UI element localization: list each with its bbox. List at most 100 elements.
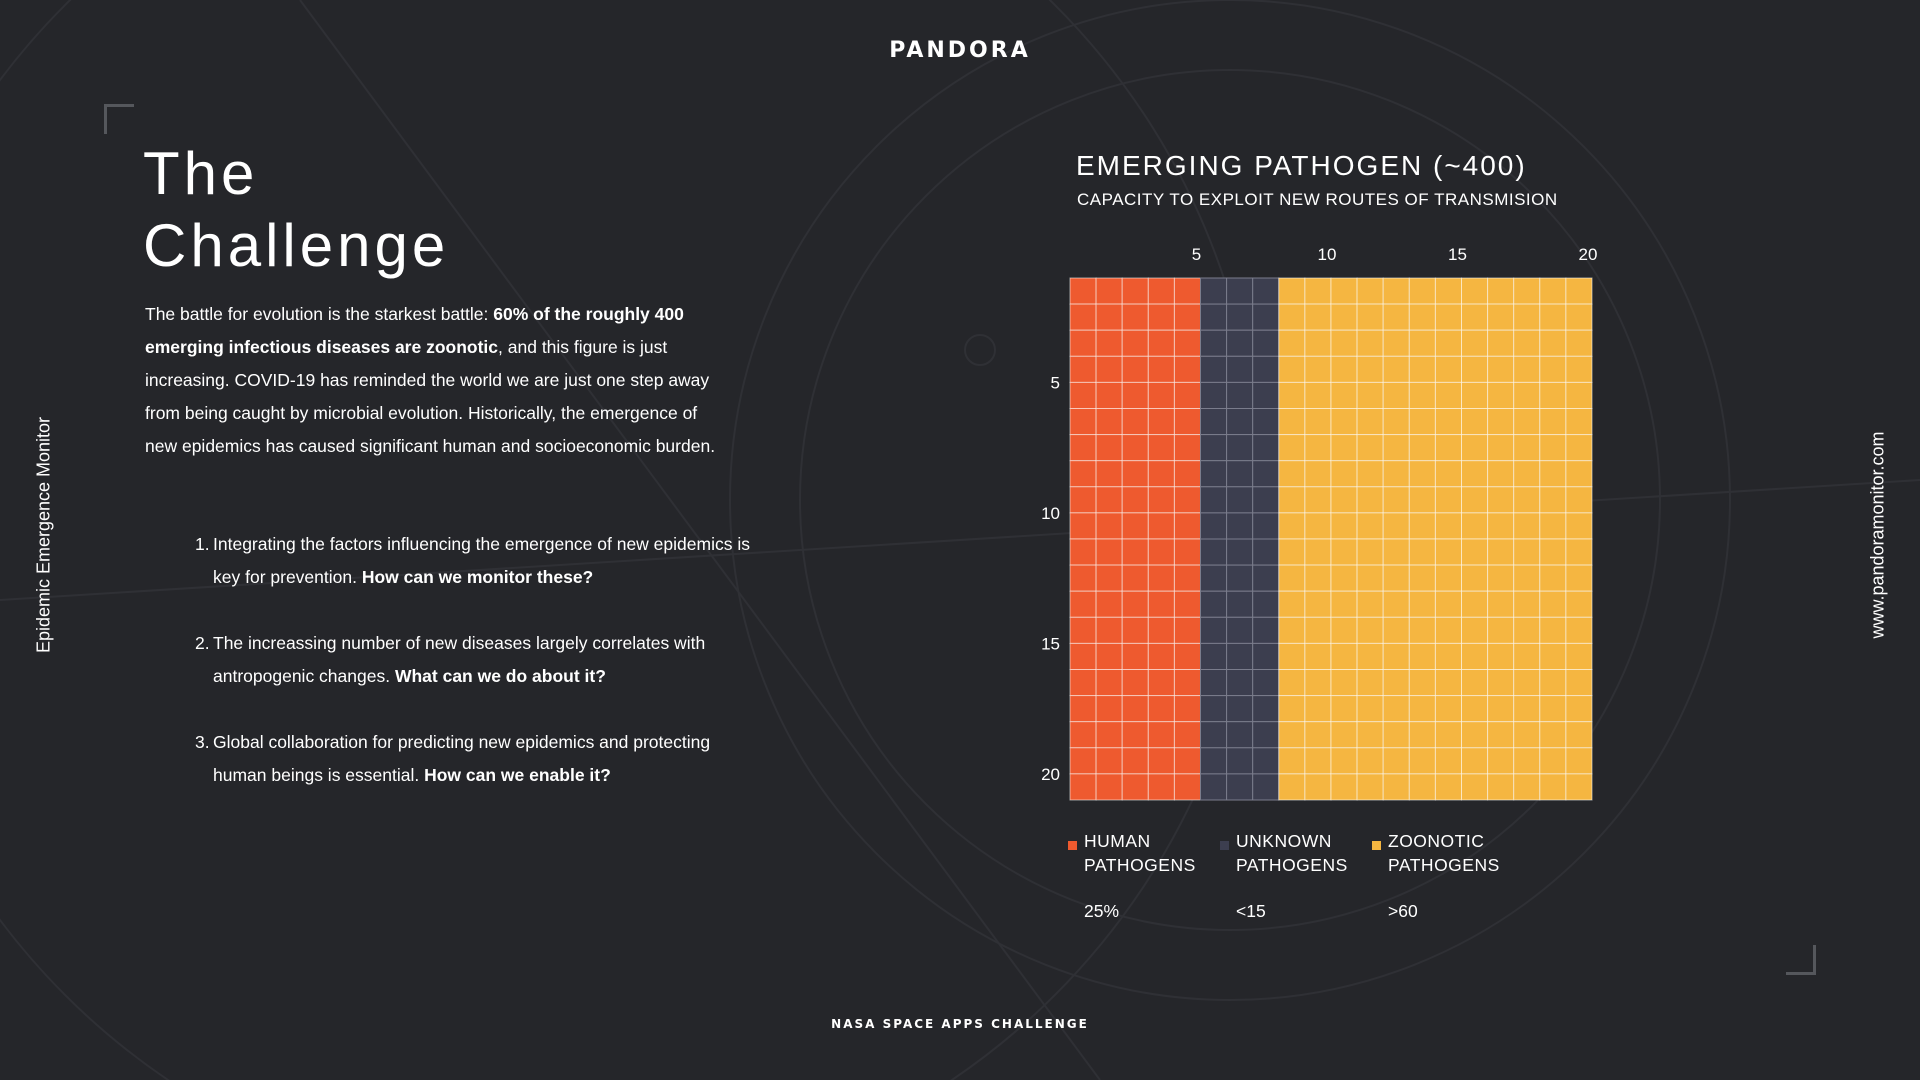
grid-cell <box>1539 355 1567 383</box>
intro-paragraph: The battle for evolution is the starkest… <box>145 298 725 463</box>
grid-cell <box>1226 303 1254 331</box>
grid-cell <box>1147 381 1175 409</box>
grid-cell <box>1356 486 1384 514</box>
grid-cell <box>1330 642 1358 671</box>
grid-cell <box>1382 721 1410 749</box>
grid-cell <box>1304 669 1332 697</box>
grid-cell <box>1565 564 1593 592</box>
grid-cell <box>1382 355 1410 383</box>
grid-cell <box>1408 329 1436 357</box>
grid-cell <box>1513 590 1541 618</box>
grid-cell <box>1200 512 1228 540</box>
legend-label-line: PATHOGENS <box>1236 855 1348 875</box>
grid-cell <box>1565 590 1593 618</box>
grid-cell <box>1513 721 1541 749</box>
list-item: 1. Integrating the factors influencing t… <box>195 528 755 594</box>
grid-cell <box>1069 695 1097 723</box>
legend-label-line: ZOONOTIC <box>1388 831 1485 851</box>
x-tick-label: 20 <box>1579 245 1598 264</box>
grid-cell <box>1069 277 1097 305</box>
grid-cell <box>1434 512 1463 540</box>
grid-cell <box>1382 773 1410 801</box>
grid-cell <box>1461 538 1489 566</box>
grid-cell <box>1487 355 1515 383</box>
grid-cell <box>1434 329 1463 357</box>
x-tick-label: 5 <box>1192 245 1201 264</box>
grid-cell <box>1121 512 1149 540</box>
grid-cell <box>1461 355 1489 383</box>
y-tick-label: 10 <box>1041 504 1060 523</box>
grid-cell <box>1487 512 1515 540</box>
grid-cell <box>1121 460 1149 488</box>
grid-cell <box>1278 695 1306 723</box>
grid-cell <box>1382 512 1410 540</box>
grid-cell <box>1330 486 1358 514</box>
legend-label: UNKNOWN PATHOGENS <box>1236 829 1376 877</box>
brand-logo[interactable]: PANDORA <box>889 38 1031 63</box>
grid-cell <box>1173 669 1202 697</box>
grid-cell <box>1330 355 1358 383</box>
x-tick-label: 10 <box>1318 245 1337 264</box>
grid-cell <box>1487 434 1515 462</box>
grid-cell <box>1356 355 1384 383</box>
grid-cell <box>1278 590 1306 618</box>
grid-cell <box>1408 695 1436 723</box>
grid-cell <box>1539 329 1567 357</box>
grid-cell <box>1461 669 1489 697</box>
grid-cell <box>1173 642 1202 671</box>
grid-cell <box>1539 695 1567 723</box>
grid-cell <box>1069 486 1097 514</box>
grid-cell <box>1147 564 1175 592</box>
grid-cell <box>1565 486 1593 514</box>
grid-cell <box>1382 642 1410 671</box>
list-number: 3. <box>195 732 210 752</box>
grid-cell <box>1382 616 1410 644</box>
grid-cell <box>1304 329 1332 357</box>
grid-cell <box>1461 564 1489 592</box>
grid-cell <box>1408 434 1436 462</box>
grid-cell <box>1200 355 1228 383</box>
grid-cell <box>1539 381 1567 409</box>
grid-cell <box>1330 773 1358 801</box>
grid-cell <box>1173 408 1202 436</box>
grid-cell <box>1252 512 1280 540</box>
grid-cell <box>1147 303 1175 331</box>
grid-cell <box>1304 434 1332 462</box>
grid-cell <box>1173 512 1202 540</box>
grid-cell <box>1539 564 1567 592</box>
grid-cell <box>1461 695 1489 723</box>
grid-cell <box>1513 695 1541 723</box>
grid-cell <box>1330 616 1358 644</box>
grid-cell <box>1095 512 1123 540</box>
grid-cell <box>1513 434 1541 462</box>
grid-cell <box>1487 408 1515 436</box>
grid-cell <box>1356 773 1384 801</box>
grid-cell <box>1539 408 1567 436</box>
grid-cell <box>1173 460 1202 488</box>
grid-cell <box>1278 616 1306 644</box>
grid-cell <box>1278 486 1306 514</box>
grid-cell <box>1330 564 1358 592</box>
grid-cell <box>1252 721 1280 749</box>
grid-cell <box>1356 642 1384 671</box>
grid-cell <box>1173 590 1202 618</box>
grid-cell <box>1487 721 1515 749</box>
grid-cell <box>1095 381 1123 409</box>
grid-cell <box>1226 460 1254 488</box>
grid-cell <box>1252 486 1280 514</box>
grid-cell <box>1461 747 1489 775</box>
grid-cell <box>1382 434 1410 462</box>
grid-cell <box>1252 669 1280 697</box>
grid-cell <box>1252 408 1280 436</box>
list-text-body: Integrating the factors influencing the … <box>213 534 750 587</box>
grid-cell <box>1330 434 1358 462</box>
grid-cell <box>1304 381 1332 409</box>
grid-cell <box>1513 538 1541 566</box>
grid-cell <box>1461 512 1489 540</box>
y-tick-label: 5 <box>1051 374 1060 393</box>
grid-cell <box>1356 277 1384 305</box>
grid-cell <box>1278 303 1306 331</box>
grid-cell <box>1304 616 1332 644</box>
grid-cell <box>1330 381 1358 409</box>
grid-cell <box>1461 616 1489 644</box>
